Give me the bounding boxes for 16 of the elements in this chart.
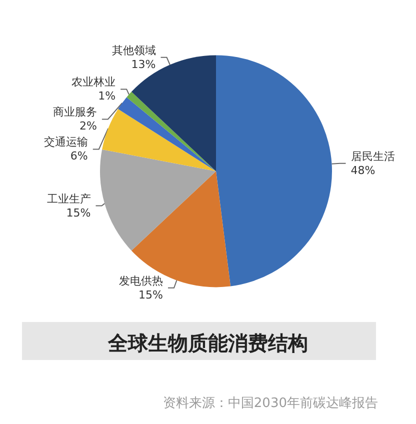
slice-label: 居民生活 <box>350 150 395 163</box>
slice-label: 其他领域 <box>112 44 156 57</box>
data-label: 15% <box>138 288 163 302</box>
data-label: 6% <box>70 150 88 163</box>
data-label: 48% <box>350 164 376 177</box>
slice-label: 农业林业 <box>72 76 116 89</box>
data-label: 1% <box>98 90 116 103</box>
slice-label: 商业服务 <box>52 106 97 119</box>
text: 全球生物质能消费结构 <box>107 331 308 355</box>
slice-label: 交通运输 <box>44 136 88 149</box>
data-label: 13% <box>131 58 156 71</box>
slice-label: 工业生产 <box>46 192 91 206</box>
data-label: 15% <box>66 206 91 220</box>
data-label: 2% <box>80 120 97 133</box>
text: 资料来源：中国2030年前碳达峰报告 <box>162 396 378 411</box>
slice-label: 发电供热 <box>118 274 163 288</box>
